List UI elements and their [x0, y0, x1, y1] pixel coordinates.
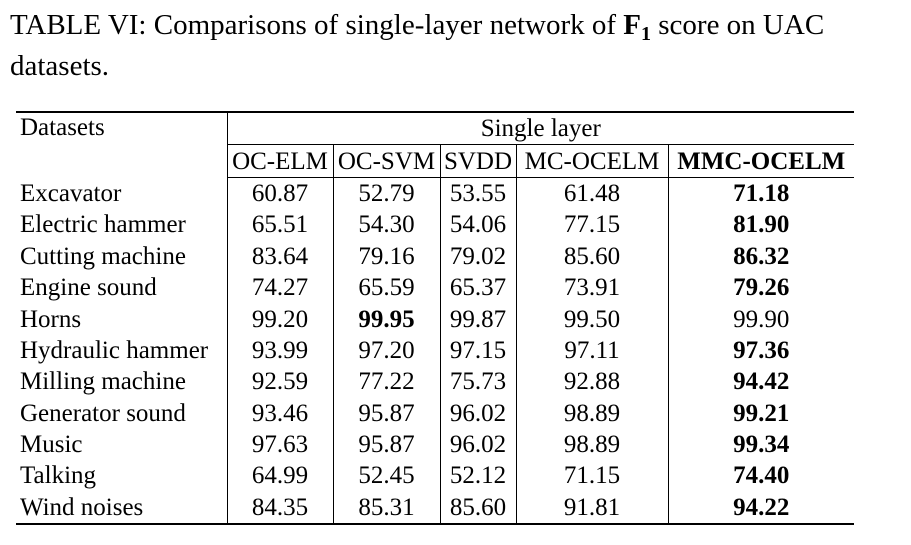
header-row-columns: OC-ELM OC-SVM SVDD MC-OCELM MMC-OCELM	[16, 144, 854, 178]
score-cell: 52.45	[333, 460, 441, 492]
dataset-name-cell: Wind noises	[16, 491, 228, 526]
score-cell: 54.30	[333, 209, 441, 241]
dataset-name-cell: Horns	[16, 303, 228, 335]
score-cell: 98.89	[516, 428, 669, 461]
score-cell: 92.59	[227, 366, 334, 398]
score-cell: 75.73	[440, 366, 517, 398]
score-cell: 52.79	[333, 177, 441, 210]
score-cell: 91.81	[516, 491, 669, 526]
score-cell: 71.18	[733, 179, 790, 207]
table-row: Excavator 60.87 52.79 53.55 61.48 71.18	[16, 177, 854, 210]
score-cell: 97.63	[227, 428, 334, 461]
table-row: Music 97.63 95.87 96.02 98.89 99.34	[16, 428, 854, 461]
score-cell: 94.22	[668, 491, 854, 526]
score-cell: 65.59	[333, 271, 441, 304]
table-row: Electric hammer 65.51 54.30 54.06 77.15 81.90	[16, 209, 854, 241]
score-cell: 85.31	[333, 491, 441, 526]
column-header: SVDD	[440, 144, 517, 178]
score-cell: 99.20	[227, 303, 334, 335]
score-cell: 99.87	[440, 303, 517, 335]
table-row: Wind noises 84.35 85.31 85.60 91.81 94.22	[16, 491, 854, 526]
score-cell: 54.06	[440, 209, 517, 241]
score-cell: 97.15	[440, 334, 517, 367]
score-cell: 83.64	[227, 240, 334, 272]
score-cell: 52.12	[440, 460, 517, 492]
caption-suffix: score on UAC datasets.	[10, 9, 825, 82]
score-cell: 74.40	[733, 462, 790, 490]
score-cell: 71.15	[516, 460, 669, 492]
header-single-layer: Single layer	[227, 111, 854, 145]
table-body: Excavator 60.87 52.79 53.55 61.48 71.18 Electr…	[16, 177, 854, 526]
caption-metric-subscript: 1	[641, 23, 651, 45]
score-cell: 98.89	[516, 397, 669, 429]
score-cell: 79.26	[733, 274, 790, 302]
score-cell: 99.34	[733, 431, 790, 459]
dataset-name-cell: Cutting machine	[16, 240, 228, 272]
score-cell: 92.88	[516, 366, 669, 398]
table-caption: TABLE VI: Comparisons of single-layer ne…	[10, 6, 902, 85]
score-cell: 95.87	[333, 428, 441, 461]
column-header: MC-OCELM	[516, 144, 669, 178]
dataset-name-cell: Hydraulic hammer	[16, 334, 228, 367]
dataset-name-cell: Electric hammer	[16, 209, 228, 241]
table-row: Horns 99.20 99.95 99.87 99.50 99.90	[16, 303, 854, 335]
caption-metric-symbol: F	[623, 9, 641, 41]
score-cell: 97.11	[516, 334, 669, 367]
table-row: Hydraulic hammer 93.99 97.20 97.15 97.11 97.3…	[16, 334, 854, 367]
score-cell: 97.36	[733, 336, 790, 364]
score-cell: 96.02	[440, 428, 517, 461]
column-header: OC-ELM	[227, 144, 334, 178]
score-cell: 93.46	[227, 397, 334, 429]
score-cell: 97.20	[333, 334, 441, 367]
score-cell: 84.35	[227, 491, 334, 526]
score-cell: 85.60	[516, 240, 669, 272]
score-cell: 65.51	[227, 209, 334, 241]
score-cell: 99.95	[333, 303, 441, 335]
score-cell: 79.02	[440, 240, 517, 272]
score-cell: 64.99	[227, 460, 334, 492]
score-cell: 77.15	[516, 209, 669, 241]
column-header: MMC-OCELM	[668, 144, 854, 178]
dataset-name-cell: Generator sound	[16, 397, 228, 429]
score-cell: 99.50	[516, 303, 669, 335]
table-row: Milling machine 92.59 77.22 75.73 92.88 94.42	[16, 366, 854, 398]
score-cell: 99.90	[733, 305, 790, 333]
results-table: Datasets Single layer OC-ELM OC-SVM SVDD MC…	[16, 110, 854, 526]
table-row: Talking 64.99 52.45 52.12 71.15 74.40	[16, 460, 854, 492]
score-cell: 85.60	[440, 491, 517, 526]
score-cell: 65.37	[440, 271, 517, 304]
score-cell: 93.99	[227, 334, 334, 367]
score-cell: 73.91	[516, 271, 669, 304]
header-row-group: Datasets Single layer	[16, 110, 854, 178]
table-row: Generator sound 93.46 95.87 96.02 98.89 99.21	[16, 397, 854, 429]
score-cell: 60.87	[227, 177, 334, 210]
score-cell: 77.22	[333, 366, 441, 398]
score-cell: 81.90	[733, 211, 790, 239]
table-row: Cutting machine 83.64 79.16 79.02 85.60 86.32	[16, 240, 854, 272]
score-cell: 95.87	[333, 397, 441, 429]
dataset-name-cell: Excavator	[16, 177, 228, 210]
dataset-name-cell: Milling machine	[16, 366, 228, 398]
dataset-name-cell: Music	[16, 428, 228, 461]
score-cell: 99.21	[733, 399, 790, 427]
score-cell: 79.16	[333, 240, 441, 272]
score-cell: 94.42	[733, 368, 790, 396]
score-cell: 53.55	[440, 177, 517, 210]
score-cell: 86.32	[733, 242, 790, 270]
caption-prefix: TABLE VI: Comparisons of single-layer ne…	[10, 9, 624, 41]
score-cell: 74.27	[227, 271, 334, 304]
score-cell: 96.02	[440, 397, 517, 429]
header-datasets: Datasets	[16, 110, 228, 178]
dataset-name-cell: Engine sound	[16, 271, 228, 304]
column-header: OC-SVM	[333, 144, 441, 178]
score-cell: 61.48	[516, 177, 669, 210]
dataset-name-cell: Talking	[16, 460, 228, 492]
table-row: Engine sound 74.27 65.59 65.37 73.91 79.26	[16, 271, 854, 304]
